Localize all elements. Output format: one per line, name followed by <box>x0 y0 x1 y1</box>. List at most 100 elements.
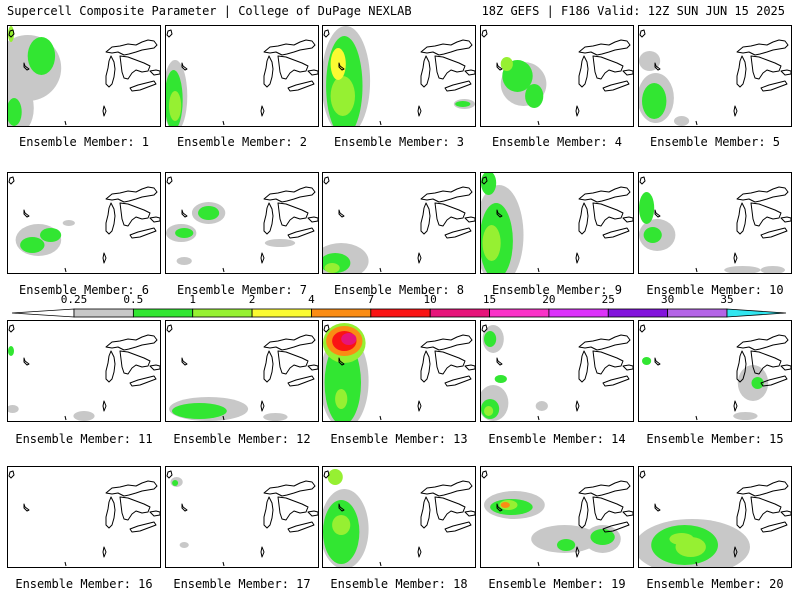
scp-contour-7 <box>335 389 348 409</box>
ensemble-member-panel-9 <box>480 172 634 274</box>
great-lakes-coastline <box>481 324 633 421</box>
ensemble-member-label-11: Ensemble Member: 11 <box>15 432 153 446</box>
ensemble-member-panel-16 <box>7 466 161 568</box>
scp-contour-4 <box>330 48 346 80</box>
great-lakes-coastline <box>639 29 791 126</box>
colorbar-level-label: 30 <box>661 293 675 306</box>
colorbar-level-label: 35 <box>720 293 734 306</box>
scp-contour-5 <box>264 239 296 247</box>
great-lakes-coastline <box>639 470 791 567</box>
scp-map-18 <box>323 469 475 567</box>
colorbar-level-label: 2 <box>248 293 256 306</box>
great-lakes-coastline <box>323 29 475 126</box>
scp-contour-4 <box>327 469 343 485</box>
ensemble-member-panel-10 <box>638 172 792 274</box>
colorbar-level-label: 15 <box>482 293 497 306</box>
ensemble-member-panel-1 <box>7 25 161 127</box>
ensemble-member-panel-8 <box>322 172 476 274</box>
colorbar-bin-8 <box>489 308 550 318</box>
colorbar-bin-5 <box>311 308 372 318</box>
ensemble-member-panel-2 <box>165 25 319 127</box>
scp-map-1 <box>8 26 160 126</box>
ensemble-member-panel-4 <box>480 25 634 127</box>
ensemble-member-label-17: Ensemble Member: 17 <box>173 577 311 591</box>
scp-contour-3 <box>169 91 182 121</box>
scp-map-5 <box>639 29 791 126</box>
scp-contour-2 <box>172 480 179 486</box>
great-lakes-coastline <box>166 324 318 421</box>
scp-contour-6 <box>455 101 471 107</box>
colorbar-level-label: 20 <box>542 293 556 306</box>
scp-map-3 <box>323 26 475 126</box>
chart-title: Supercell Composite Parameter | College … <box>7 4 412 18</box>
great-lakes-coastline <box>166 29 318 126</box>
scp-contour-4 <box>674 116 690 126</box>
colorbar-bin-3 <box>192 308 253 318</box>
ensemble-member-panel-20 <box>638 466 792 568</box>
scp-contour-3 <box>8 346 14 356</box>
ensemble-member-panel-13 <box>322 320 476 422</box>
colorbar-level-label: 7 <box>367 293 375 306</box>
scp-contour-3 <box>525 84 544 108</box>
ensemble-member-panel-12 <box>165 320 319 422</box>
ensemble-member-panel-5 <box>638 25 792 127</box>
scp-contour-5 <box>760 266 785 273</box>
ensemble-member-label-20: Ensemble Member: 20 <box>646 577 784 591</box>
great-lakes-coastline <box>166 470 318 567</box>
scp-contour-2 <box>198 206 220 220</box>
ensemble-member-panel-17 <box>165 466 319 568</box>
scp-map-16 <box>8 470 160 567</box>
scp-contour-3 <box>330 76 355 116</box>
ensemble-member-panel-15 <box>638 320 792 422</box>
ensemble-member-label-16: Ensemble Member: 16 <box>15 577 153 591</box>
scp-map-17 <box>166 470 318 567</box>
colorbar-level-label: 1 <box>189 293 197 306</box>
scp-map-8 <box>323 176 475 273</box>
great-lakes-coastline <box>323 176 475 273</box>
ensemble-member-panel-18 <box>322 466 476 568</box>
ensemble-member-panel-3 <box>322 25 476 127</box>
scp-map-2 <box>166 29 318 126</box>
ensemble-member-panel-11 <box>7 320 161 422</box>
colorbar-bin-2 <box>132 308 194 318</box>
colorbar-graphic <box>11 308 787 318</box>
scp-map-7 <box>166 176 318 273</box>
ensemble-member-label-2: Ensemble Member: 2 <box>176 135 308 149</box>
ensemble-member-label-8: Ensemble Member: 8 <box>333 283 465 297</box>
great-lakes-coastline <box>481 176 633 273</box>
colorbar-bin-1 <box>73 308 134 318</box>
scp-contour-7 <box>535 401 548 411</box>
run-valid-time: 18Z GEFS | F186 Valid: 12Z SUN JUN 15 20… <box>481 4 785 18</box>
scp-contour-3 <box>27 37 56 75</box>
ensemble-member-label-7: Ensemble Member: 7 <box>176 283 308 297</box>
scp-contour-8 <box>557 539 576 551</box>
ensemble-member-label-5: Ensemble Member: 5 <box>649 135 781 149</box>
great-lakes-coastline <box>481 29 633 126</box>
ensemble-member-label-12: Ensemble Member: 12 <box>173 432 311 446</box>
ensemble-member-panel-14 <box>480 320 634 422</box>
scp-contour-5 <box>484 331 497 347</box>
scp-contour-4 <box>62 220 75 226</box>
scp-contour-3 <box>482 225 501 261</box>
colorbar-high-arrow <box>726 308 787 318</box>
scp-contour-4 <box>724 266 761 273</box>
ensemble-member-label-10: Ensemble Member: 10 <box>646 283 784 297</box>
colorbar-bin-4 <box>251 308 312 318</box>
great-lakes-coastline <box>323 324 475 421</box>
great-lakes-coastline <box>639 324 791 421</box>
ensemble-member-label-6: Ensemble Member: 6 <box>18 283 150 297</box>
colorbar-bin-9 <box>548 308 609 318</box>
great-lakes-coastline <box>166 176 318 273</box>
colorbar-low-arrow <box>11 308 75 318</box>
scp-map-15 <box>639 324 791 421</box>
colorbar-bin-10 <box>607 308 669 318</box>
scp-contour-2 <box>751 377 764 389</box>
scp-contour-4 <box>675 537 706 557</box>
scp-map-10 <box>639 176 791 273</box>
great-lakes-coastline <box>481 470 633 567</box>
scp-contour-4 <box>481 173 497 195</box>
scp-contour-5 <box>531 525 598 553</box>
colorbar-bin-6 <box>370 308 431 318</box>
scp-map-4 <box>481 29 633 126</box>
scp-contour-2 <box>20 237 45 253</box>
